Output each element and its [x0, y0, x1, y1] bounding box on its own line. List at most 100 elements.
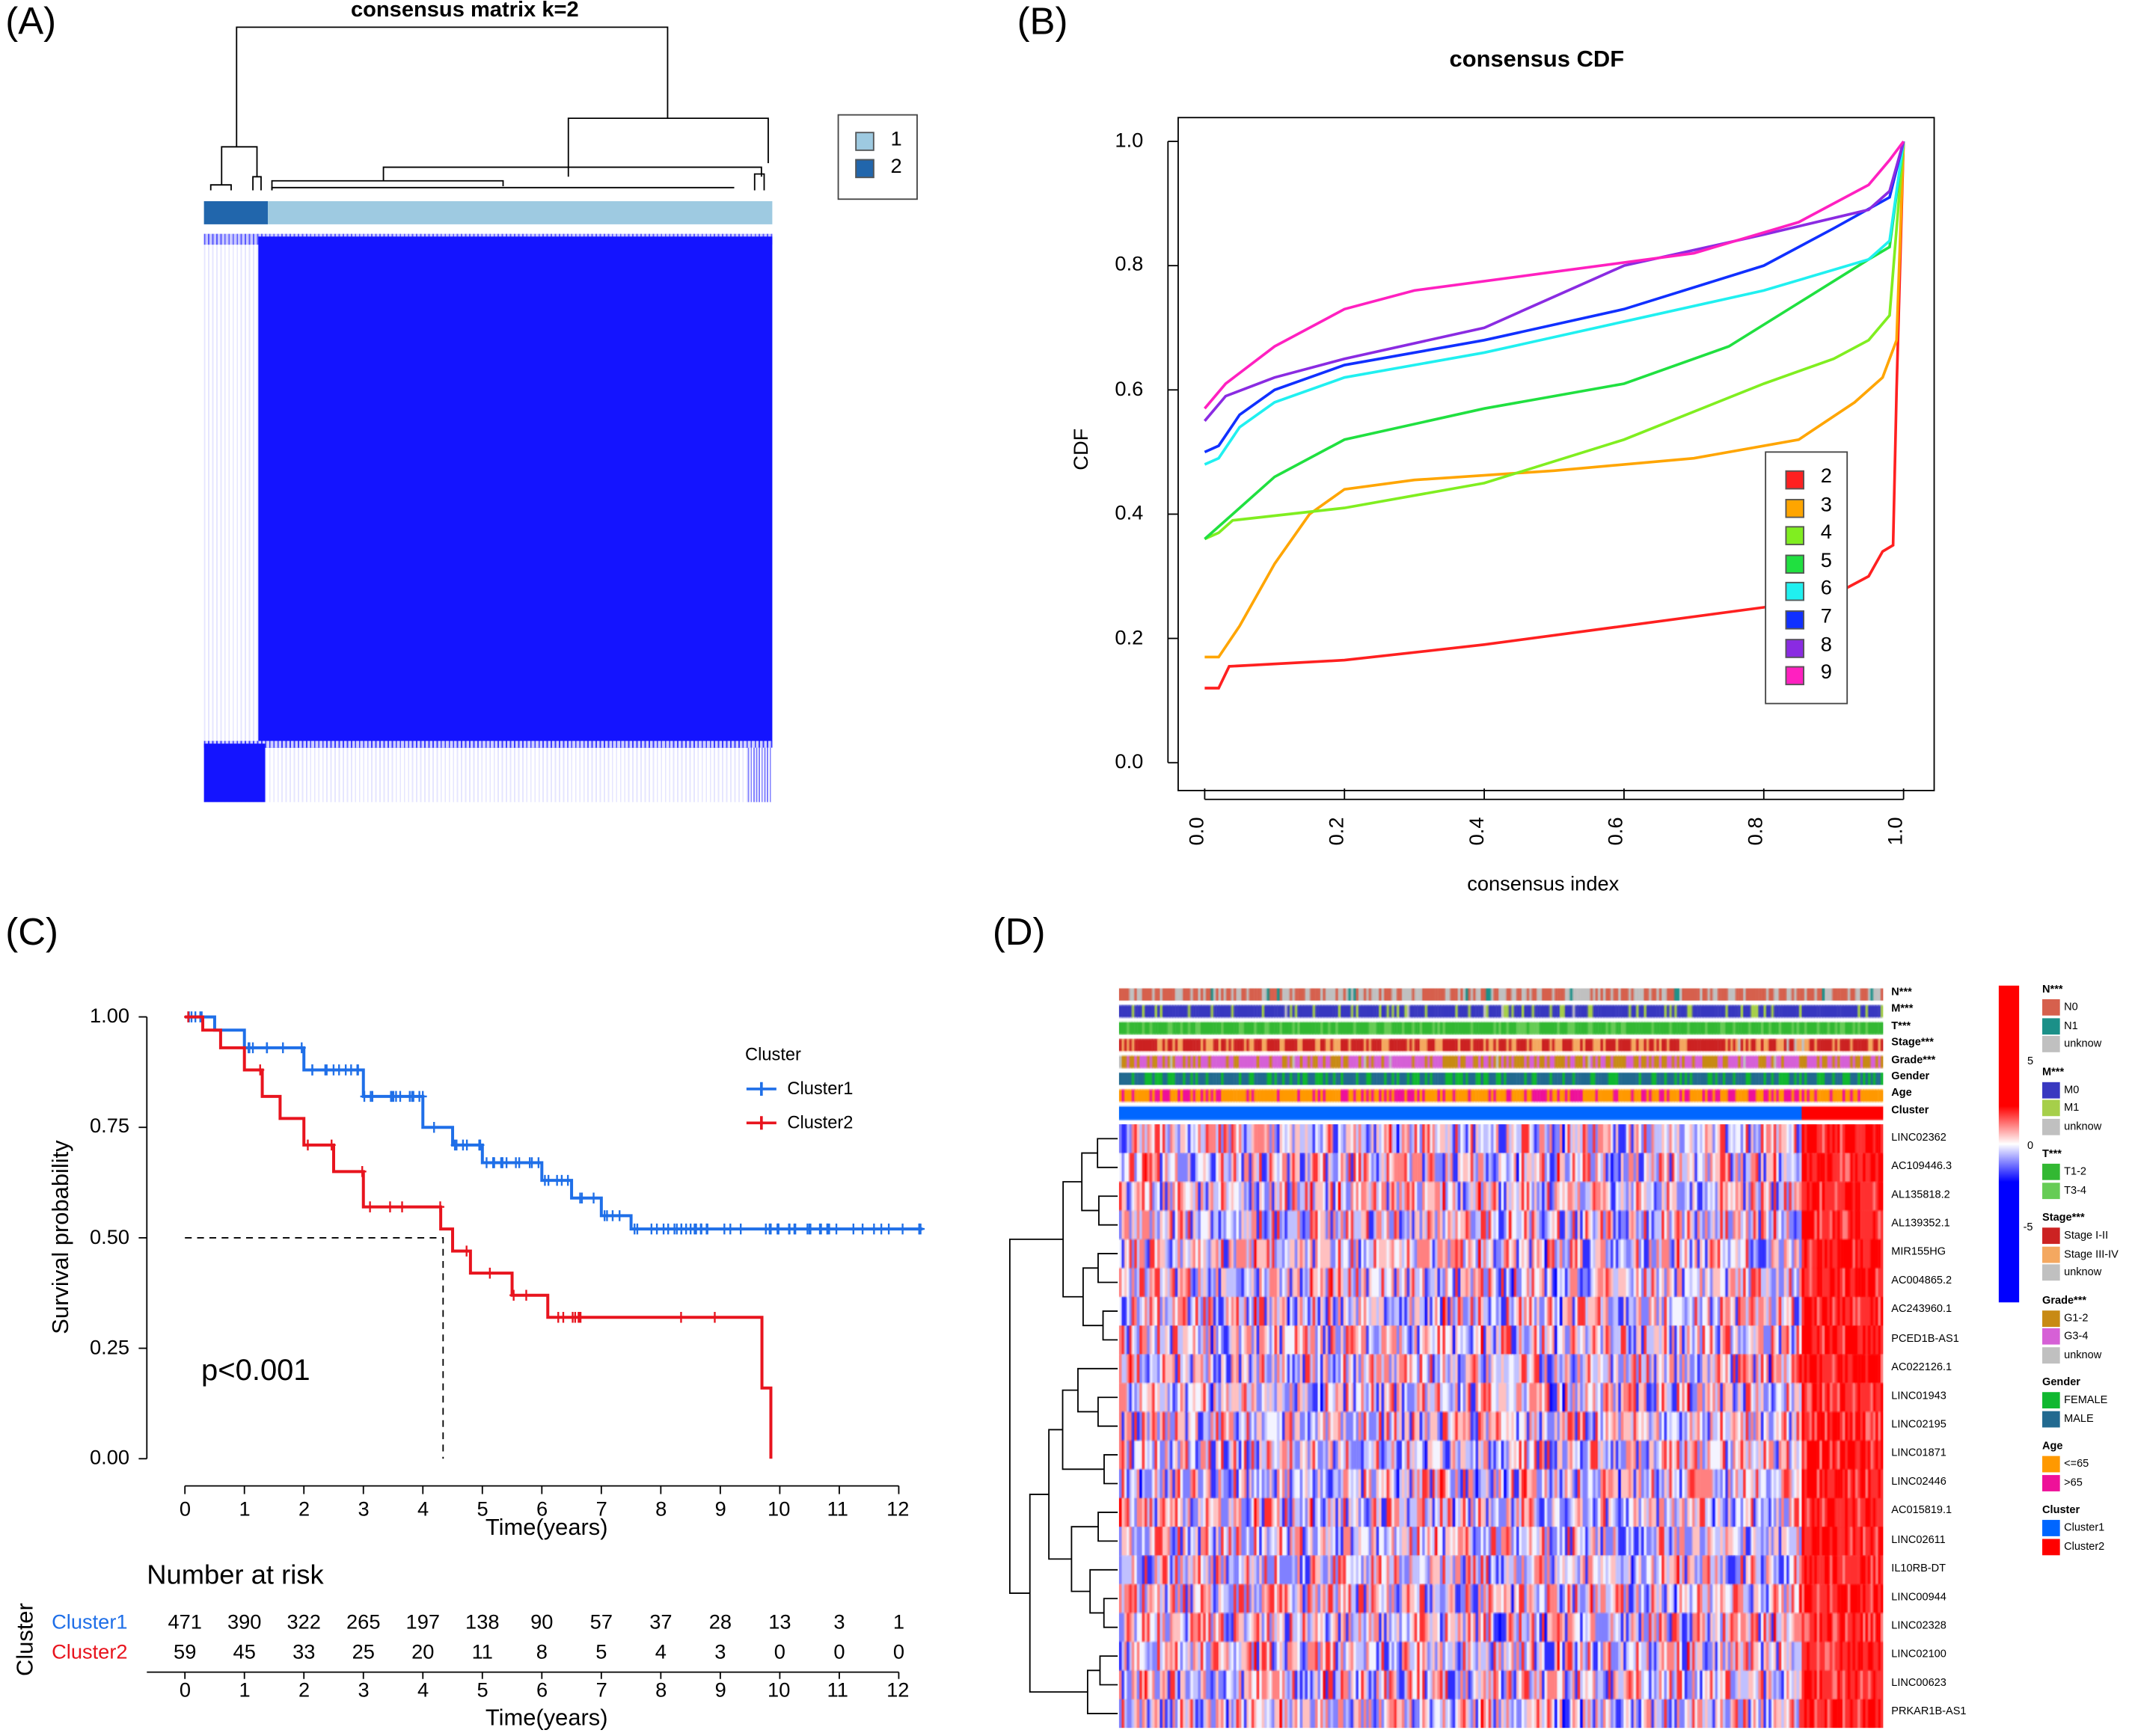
gene-label: LINC00623	[1891, 1676, 1946, 1689]
risk-row-label-cluster1: Cluster1	[52, 1610, 128, 1634]
dendro-branch	[1098, 1195, 1118, 1226]
cdf-ytick-label: 0.0	[1115, 750, 1144, 774]
legend-swatch	[2042, 1310, 2060, 1327]
risk-cell: 11	[471, 1640, 493, 1664]
cdf-legend-swatch-8	[1785, 638, 1804, 657]
censor-mark	[304, 1139, 312, 1151]
annotation-label: N***	[1891, 985, 1912, 999]
censor-mark	[898, 1223, 907, 1235]
panel-label-a: (A)	[5, 0, 57, 43]
risk-cell: 13	[768, 1610, 791, 1634]
km-ytick-label: 0.25	[89, 1336, 130, 1360]
gene-label: MIR155HG	[1891, 1245, 1946, 1258]
km-xtick-label: 0	[179, 1497, 192, 1521]
censor-mark	[409, 1091, 418, 1102]
legend-swatch	[2042, 1017, 2060, 1034]
legend-swatch-2	[855, 159, 874, 179]
dendro-branch	[1103, 1454, 1118, 1485]
km-xtick-label: 6	[536, 1497, 548, 1521]
risk-cell: 20	[411, 1640, 435, 1664]
legend-title: M***	[2042, 1065, 2065, 1078]
censor-mark	[832, 1223, 841, 1235]
gene-label: LINC02611	[1891, 1533, 1946, 1545]
censor-mark	[884, 1223, 893, 1235]
gene-label: AC243960.1	[1891, 1303, 1952, 1316]
censor-mark	[389, 1091, 398, 1102]
risk-cell: 3	[714, 1640, 726, 1664]
km-xtick-label: 7	[595, 1497, 607, 1521]
cdf-title: consensus CDF	[1449, 46, 1625, 73]
censor-mark	[659, 1223, 668, 1235]
km-xtick-label: 12	[886, 1497, 910, 1521]
gene-label: PCED1B-AS1	[1891, 1331, 1959, 1344]
dendro-branch	[1099, 1655, 1118, 1686]
censor-mark	[711, 1311, 719, 1323]
risk-row-label-cluster2: Cluster2	[52, 1640, 128, 1664]
legend-label: T3-4	[2064, 1183, 2087, 1196]
censor-mark	[462, 1245, 471, 1257]
gene-label: LINC02328	[1891, 1619, 1946, 1632]
gene-label: LINC01871	[1891, 1447, 1946, 1459]
km-xtick-label: 4	[417, 1497, 429, 1521]
risk-cell: 57	[589, 1610, 613, 1634]
dendro-branch	[1062, 1389, 1104, 1470]
cdf-plot-box	[1177, 117, 1935, 791]
censor-mark	[184, 1011, 193, 1022]
legend-swatch	[2042, 1328, 2060, 1345]
risk-cell: 265	[346, 1610, 381, 1634]
cdf-legend-label-4: 4	[1820, 521, 1832, 545]
annotation-label: M***	[1891, 1002, 1914, 1015]
risk-cell: 4	[655, 1640, 667, 1664]
censor-mark	[858, 1223, 867, 1235]
censor-mark	[736, 1223, 745, 1235]
risk-cell: 3	[833, 1610, 845, 1634]
cdf-legend-label-8: 8	[1820, 633, 1832, 657]
legend-swatch	[2042, 1036, 2060, 1052]
km-curve-Cluster1	[185, 1015, 923, 1231]
legend-swatch	[2042, 1392, 2060, 1409]
legend-swatch	[2042, 1520, 2060, 1536]
annotation-label: T***	[1891, 1019, 1911, 1032]
cdf-line-k3	[1204, 141, 1905, 659]
cdf-ytick-label: 0.6	[1115, 377, 1144, 401]
annotation-bars	[1118, 987, 1884, 1123]
cdf-legend-label-9: 9	[1820, 660, 1832, 684]
colorbar	[1998, 985, 2020, 1303]
panel-label-c: (C)	[5, 910, 58, 954]
censor-mark	[676, 1311, 685, 1323]
censor-mark	[354, 1064, 363, 1076]
censor-mark	[263, 1042, 272, 1054]
censor-mark	[308, 1064, 316, 1076]
risk-cell: 1	[892, 1610, 905, 1634]
cdf-ytick-label: 0.2	[1115, 626, 1144, 650]
legend-title: T***	[2042, 1147, 2062, 1160]
legend-label: G1-2	[2064, 1311, 2089, 1324]
legend-label: FEMALE	[2064, 1393, 2108, 1406]
cdf-legend-swatch-9	[1785, 666, 1804, 686]
risk-xtick-label: 8	[655, 1678, 667, 1702]
censor-mark	[398, 1201, 406, 1212]
censor-mark	[720, 1223, 729, 1235]
cdf-ytick-label: 1.0	[1115, 129, 1144, 153]
panel-label-d: (D)	[992, 910, 1046, 954]
risk-cell: 45	[233, 1640, 256, 1664]
gene-label: LINC02362	[1891, 1130, 1946, 1143]
legend-swatch	[2042, 1117, 2060, 1135]
censor-mark	[418, 1091, 427, 1102]
risk-cell: 28	[708, 1610, 732, 1634]
risk-xtick-label: 0	[179, 1678, 192, 1702]
dendro-branch	[1097, 1396, 1118, 1427]
gene-label: AC015819.1	[1891, 1504, 1952, 1517]
risk-cell: 390	[227, 1610, 262, 1634]
risk-cell: 37	[649, 1610, 673, 1634]
censor-mark	[462, 1139, 471, 1151]
matrix-corner-speckle	[747, 747, 773, 803]
risk-cell: 90	[530, 1610, 554, 1634]
annotation-label: Gender	[1891, 1070, 1930, 1082]
dendro-branch	[1102, 1310, 1118, 1341]
legend-label: Stage III-IV	[2064, 1247, 2119, 1260]
dendro-branch	[1081, 1152, 1099, 1212]
censor-mark	[630, 1223, 639, 1235]
